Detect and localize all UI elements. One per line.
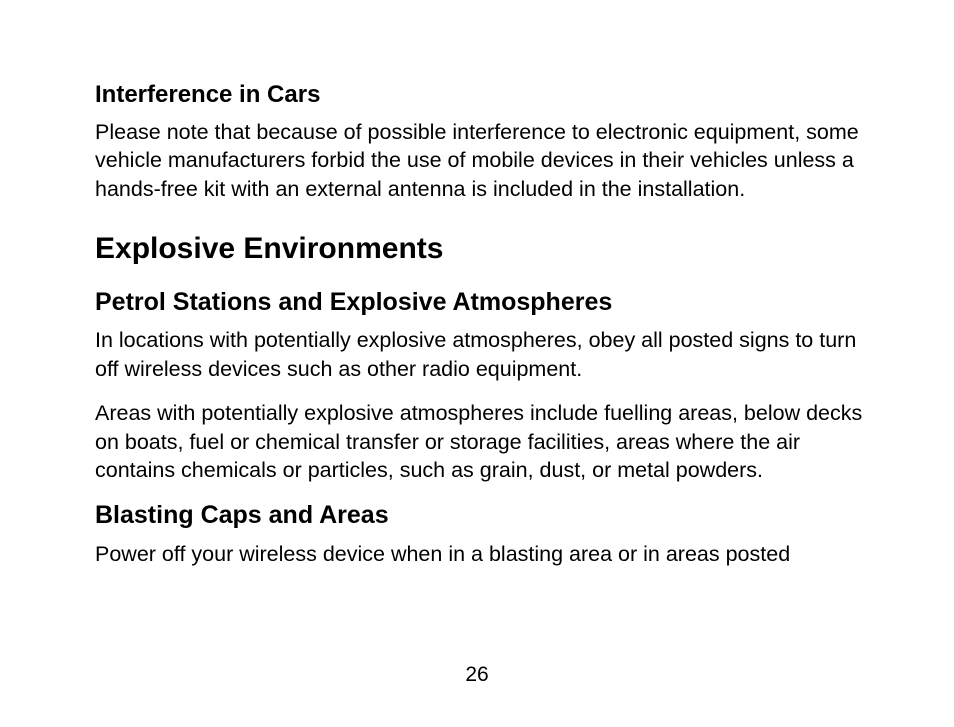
heading-interference-in-cars: Interference in Cars	[95, 80, 869, 110]
paragraph-petrol-p2: Areas with potentially explosive atmosph…	[95, 399, 869, 484]
paragraph-interference-body: Please note that because of possible int…	[95, 118, 869, 203]
page-number: 26	[0, 663, 954, 687]
document-page: Interference in Cars Please note that be…	[0, 0, 954, 727]
heading-explosive-environments: Explosive Environments	[95, 231, 869, 267]
paragraph-blasting-p1: Power off your wireless device when in a…	[95, 540, 869, 568]
heading-petrol-stations: Petrol Stations and Explosive Atmosphere…	[95, 287, 869, 318]
heading-blasting-caps: Blasting Caps and Areas	[95, 500, 869, 531]
paragraph-petrol-p1: In locations with potentially explosive …	[95, 326, 869, 383]
